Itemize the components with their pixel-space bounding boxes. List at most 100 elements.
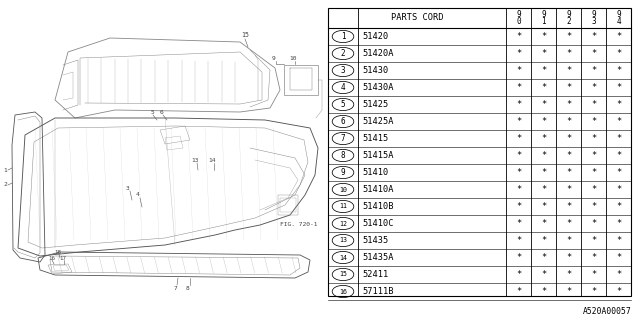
Text: *: * bbox=[541, 270, 546, 279]
Text: *: * bbox=[591, 49, 596, 58]
Text: *: * bbox=[566, 117, 571, 126]
Text: *: * bbox=[541, 83, 546, 92]
Text: 16: 16 bbox=[49, 255, 56, 260]
Text: 15: 15 bbox=[241, 32, 249, 38]
Text: *: * bbox=[541, 236, 546, 245]
Text: *: * bbox=[591, 83, 596, 92]
Text: 9
4: 9 4 bbox=[616, 10, 621, 27]
Text: *: * bbox=[591, 168, 596, 177]
Text: 3: 3 bbox=[126, 186, 130, 190]
Text: *: * bbox=[566, 253, 571, 262]
Text: *: * bbox=[516, 66, 521, 75]
Text: *: * bbox=[616, 151, 621, 160]
Text: *: * bbox=[591, 151, 596, 160]
Text: *: * bbox=[616, 32, 621, 41]
Text: *: * bbox=[591, 219, 596, 228]
Text: *: * bbox=[616, 253, 621, 262]
Text: *: * bbox=[541, 49, 546, 58]
Text: 51415: 51415 bbox=[362, 134, 388, 143]
Text: *: * bbox=[616, 185, 621, 194]
Text: 4: 4 bbox=[340, 83, 346, 92]
Text: *: * bbox=[591, 270, 596, 279]
Text: *: * bbox=[566, 287, 571, 296]
Text: A520A00057: A520A00057 bbox=[583, 307, 632, 316]
Text: 2: 2 bbox=[340, 49, 346, 58]
Text: 9
2: 9 2 bbox=[566, 10, 571, 27]
Text: 3: 3 bbox=[340, 66, 346, 75]
Text: *: * bbox=[616, 168, 621, 177]
Text: *: * bbox=[541, 185, 546, 194]
Text: *: * bbox=[541, 151, 546, 160]
Text: 6: 6 bbox=[340, 117, 346, 126]
Text: 51410A: 51410A bbox=[362, 185, 394, 194]
Text: 9
0: 9 0 bbox=[516, 10, 521, 27]
Text: *: * bbox=[541, 117, 546, 126]
Text: 12: 12 bbox=[339, 220, 347, 227]
Text: 9: 9 bbox=[340, 168, 346, 177]
Text: *: * bbox=[616, 100, 621, 109]
Text: *: * bbox=[541, 32, 546, 41]
Text: *: * bbox=[591, 32, 596, 41]
Text: *: * bbox=[516, 185, 521, 194]
Text: 13: 13 bbox=[339, 237, 347, 244]
Text: *: * bbox=[566, 151, 571, 160]
Text: 6: 6 bbox=[160, 109, 164, 115]
Text: 7: 7 bbox=[340, 134, 346, 143]
Text: *: * bbox=[516, 168, 521, 177]
Text: *: * bbox=[616, 202, 621, 211]
Text: *: * bbox=[616, 236, 621, 245]
Text: 9
3: 9 3 bbox=[591, 10, 596, 27]
Text: FIG. 720-1: FIG. 720-1 bbox=[280, 222, 317, 228]
Text: *: * bbox=[616, 49, 621, 58]
Text: 51420A: 51420A bbox=[362, 49, 394, 58]
Text: *: * bbox=[591, 117, 596, 126]
Text: 51430: 51430 bbox=[362, 66, 388, 75]
Text: 2: 2 bbox=[3, 182, 7, 188]
Text: 51410: 51410 bbox=[362, 168, 388, 177]
Text: 18: 18 bbox=[54, 250, 61, 254]
Text: *: * bbox=[516, 100, 521, 109]
Text: 51425A: 51425A bbox=[362, 117, 394, 126]
Text: *: * bbox=[541, 100, 546, 109]
Text: 13: 13 bbox=[191, 157, 199, 163]
Text: *: * bbox=[566, 49, 571, 58]
Text: *: * bbox=[566, 219, 571, 228]
Text: 51410B: 51410B bbox=[362, 202, 394, 211]
Text: *: * bbox=[516, 287, 521, 296]
Text: 51410C: 51410C bbox=[362, 219, 394, 228]
Text: 7: 7 bbox=[173, 285, 177, 291]
Text: *: * bbox=[516, 219, 521, 228]
Text: 5: 5 bbox=[340, 100, 346, 109]
Text: 8: 8 bbox=[186, 285, 190, 291]
Text: 1: 1 bbox=[340, 32, 346, 41]
Text: *: * bbox=[541, 253, 546, 262]
Text: 11: 11 bbox=[339, 204, 347, 210]
Text: *: * bbox=[541, 202, 546, 211]
Text: 1: 1 bbox=[3, 167, 7, 172]
Text: *: * bbox=[591, 185, 596, 194]
Text: *: * bbox=[541, 66, 546, 75]
Text: *: * bbox=[566, 100, 571, 109]
Text: 15: 15 bbox=[339, 271, 347, 277]
Text: *: * bbox=[591, 236, 596, 245]
Text: *: * bbox=[616, 83, 621, 92]
Text: 4: 4 bbox=[136, 193, 140, 197]
Text: *: * bbox=[541, 287, 546, 296]
Text: *: * bbox=[566, 134, 571, 143]
Text: *: * bbox=[591, 202, 596, 211]
Text: 51420: 51420 bbox=[362, 32, 388, 41]
Text: *: * bbox=[616, 287, 621, 296]
Text: *: * bbox=[616, 66, 621, 75]
Text: 51425: 51425 bbox=[362, 100, 388, 109]
Text: *: * bbox=[591, 134, 596, 143]
Text: 5: 5 bbox=[150, 109, 154, 115]
Text: *: * bbox=[516, 83, 521, 92]
Text: 51415A: 51415A bbox=[362, 151, 394, 160]
Text: *: * bbox=[541, 168, 546, 177]
Text: 51430A: 51430A bbox=[362, 83, 394, 92]
Text: *: * bbox=[566, 168, 571, 177]
Text: *: * bbox=[566, 236, 571, 245]
Text: *: * bbox=[591, 100, 596, 109]
Text: *: * bbox=[591, 287, 596, 296]
Text: 17: 17 bbox=[60, 255, 67, 260]
